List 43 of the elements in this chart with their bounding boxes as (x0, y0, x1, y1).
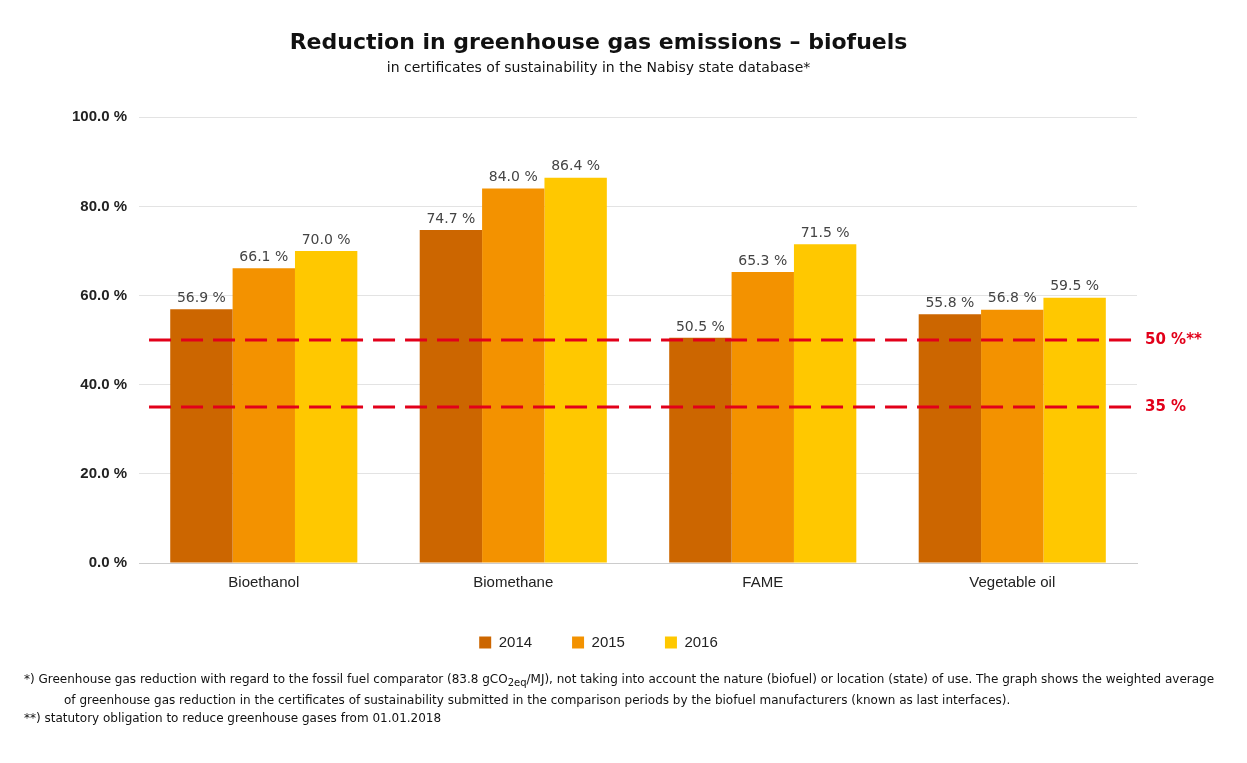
chart-title: Reduction in greenhouse gas emissions – biofuels (289, 28, 908, 54)
bar (1043, 297, 1106, 563)
data-label: 56.9 % (176, 288, 226, 305)
data-label: 71.5 % (800, 223, 850, 240)
text: **) statutory obligation to reduce greenhouse gases from 01.01.2018 (24, 710, 443, 728)
bar (544, 177, 607, 563)
data-label: 66.1 % (239, 247, 289, 264)
x-tick-label: Vegetable oil (969, 573, 1056, 591)
y-tick-label: 20.0 % (80, 463, 128, 481)
data-label: 59.5 % (1050, 277, 1100, 294)
bar (669, 337, 732, 563)
y-tick-label: 100.0 % (71, 107, 128, 125)
bar (918, 314, 982, 563)
data-label: 65.3 % (738, 251, 788, 268)
bar (419, 229, 483, 563)
y-tick-label: 0.0 % (88, 553, 128, 571)
bar (793, 244, 857, 563)
x-tick-label: FAME (742, 573, 784, 591)
data-label: 74.7 % (426, 209, 476, 226)
legend-label: 2015 (591, 632, 625, 650)
ref-line-label: 35 % (1145, 396, 1187, 415)
data-label: 86.4 % (551, 157, 601, 174)
data-label: 56.8 % (987, 289, 1037, 306)
x-tick-label: Biomethane (473, 573, 554, 591)
x-tick-label: Bioethanol (228, 573, 300, 591)
bar (981, 309, 1044, 563)
chart-subtitle: in certificates of sustainability in the Nabisy state database* (386, 59, 811, 76)
bar (170, 309, 233, 563)
legend-label: 2016 (684, 632, 718, 650)
data-label: 55.8 % (925, 293, 975, 310)
data-label: 70.0 % (301, 230, 351, 247)
data-label: 50.5 % (675, 317, 725, 334)
bar (731, 271, 794, 563)
bar (232, 268, 295, 563)
data-label: 84.0 % (488, 168, 538, 185)
text: *) Greenhouse gas reduction with regard to the fossil fuel comparator (83.8 gCO$_{2eq}$/MJ), not taking into account the nature (biofuel) or location (state) of use. The graph shows the weighted average of greenhouse gas reduction in the certificates of sustainability submitted in the comparison periods by the biofuel manufacturers (known as last interfaces). (24, 671, 1216, 709)
y-tick-label: 80.0 % (80, 196, 128, 214)
legend-label: 2014 (498, 632, 533, 650)
bar (294, 250, 358, 563)
y-tick-label: 60.0 % (80, 285, 128, 303)
bar (482, 188, 545, 563)
ref-line-label: 50 %** (1145, 329, 1202, 348)
y-tick-label: 40.0 % (80, 374, 128, 392)
